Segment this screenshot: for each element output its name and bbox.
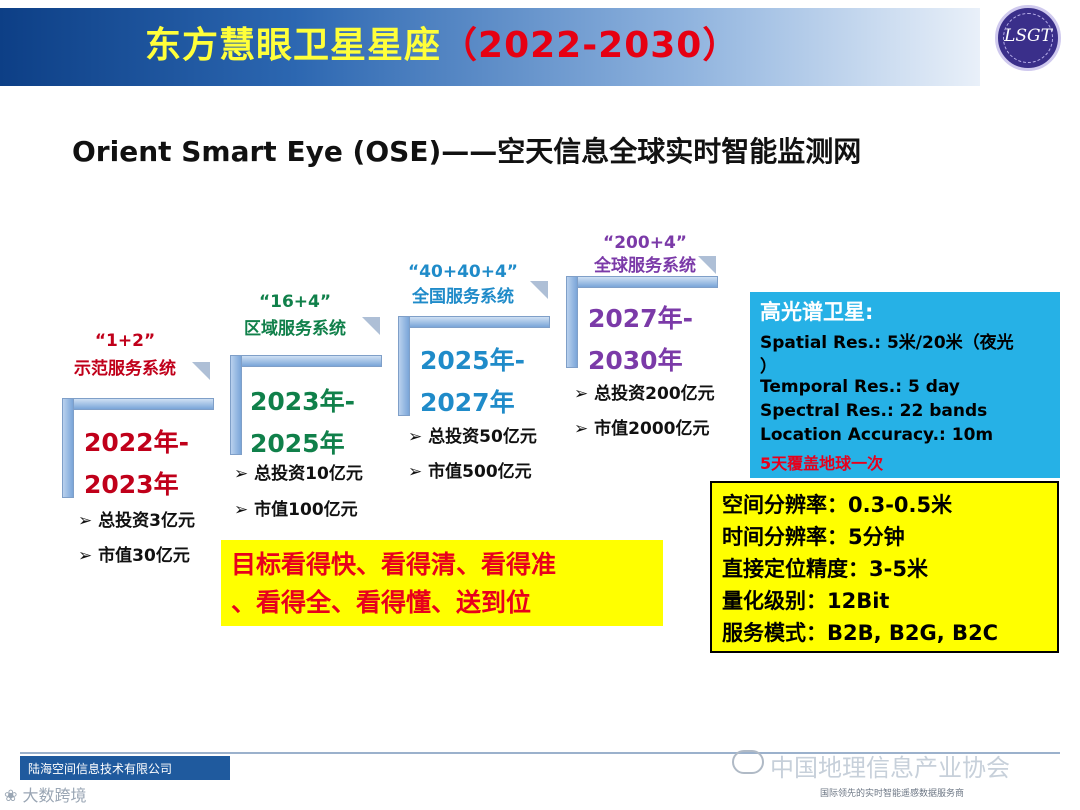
stage-1-config: “1+2” [94, 331, 156, 351]
watermark-right-text: 中国地理信息产业协会 [770, 754, 1010, 782]
stage-3-corner-arrow [530, 281, 548, 299]
goal-line-2: 、看得全、看得懂、送到位 [231, 588, 532, 617]
slide-title-years: （2022-2030） [441, 25, 740, 66]
stage-4-investment: ➢ 总投资200亿元 [574, 384, 715, 404]
stage-1-market-value-text: 市值30亿元 [98, 546, 190, 566]
header: 东方慧眼卫星星座（2022-2030） LSGT [0, 0, 1080, 95]
stage-4-corner-arrow [698, 256, 716, 274]
stage-2-corner-arrow [362, 317, 380, 335]
logo-ring [1003, 13, 1053, 63]
hyperspectral-spatial-tail: ） [760, 357, 777, 377]
stage-2-market-value-text: 市值100亿元 [254, 500, 358, 520]
hyperspectral-spectral: Spectral Res.: 22 bands [760, 401, 988, 421]
stage-2-step [230, 355, 382, 367]
stage-2-system: 区域服务系统 [244, 319, 346, 339]
hyperspectral-title: 高光谱卫星: [760, 300, 874, 324]
footer-slogan: 国际领先的实时智能遥感数据服务商 [820, 789, 965, 799]
stage-1-investment-text: 总投资3亿元 [98, 511, 196, 531]
stage-1-post [62, 398, 74, 498]
stage-3-post [398, 316, 410, 416]
spec-quantization: 量化级别：12Bit [722, 589, 890, 613]
stage-3-years-end: 2027年 [420, 388, 515, 417]
stage-3-investment-text: 总投资50亿元 [428, 427, 537, 447]
slide-title: 东方慧眼卫星星座（2022-2030） [145, 16, 739, 68]
hyperspectral-temporal: Temporal Res.: 5 day [760, 377, 960, 397]
stage-4-years-start: 2027年- [588, 304, 693, 333]
stage-2-post [230, 355, 242, 455]
spec-spatial: 空间分辨率：0.3-0.5米 [722, 493, 953, 517]
footer-company: 陆海空间信息技术有限公司 [28, 762, 173, 776]
logo-text: LSGT [1004, 26, 1052, 46]
stage-4-years-end: 2030年 [588, 346, 683, 375]
stage-4-investment-text: 总投资200亿元 [594, 384, 715, 404]
stage-1-step [62, 398, 214, 410]
stage-1-system: 示范服务系统 [74, 359, 176, 379]
stage-4-step [566, 276, 718, 288]
stage-4-system: 全球服务系统 [594, 256, 696, 276]
goal-box: 目标看得快、看得清、看得准 、看得全、看得懂、送到位 [221, 540, 663, 626]
stage-4-market-value-text: 市值2000亿元 [594, 419, 710, 439]
hyperspectral-box: 高光谱卫星: Spatial Res.: 5米/20米（夜光 ） Tempora… [750, 292, 1060, 478]
stage-2-years-end: 2025年 [250, 429, 345, 458]
stage-3-investment: ➢ 总投资50亿元 [408, 427, 537, 447]
stage-3-market-value-text: 市值500亿元 [428, 462, 532, 482]
hyperspectral-location: Location Accuracy.: 10m [760, 425, 994, 445]
spec-box: 空间分辨率：0.3-0.5米 时间分辨率：5分钟 直接定位精度：3-5米 量化级… [710, 481, 1059, 653]
hyperspectral-coverage: 5天覆盖地球一次 [760, 454, 884, 473]
slide-title-main: 东方慧眼卫星星座 [145, 25, 442, 66]
stage-1-years-start: 2022年- [84, 428, 189, 457]
stage-2-config: “16+4” [258, 292, 332, 312]
stage-1-corner-arrow [192, 362, 210, 380]
goal-line-1: 目标看得快、看得清、看得准 [231, 550, 557, 579]
wechat-icon [732, 750, 764, 774]
stage-3-config: “40+40+4” [408, 262, 518, 282]
stage-1-years-end: 2023年 [84, 470, 179, 499]
stage-2-market-value: ➢ 市值100亿元 [234, 500, 358, 520]
stage-4-market-value: ➢ 市值2000亿元 [574, 419, 710, 439]
footer-band [20, 756, 230, 780]
stage-3-system: 全国服务系统 [412, 287, 514, 307]
stage-1-market-value: ➢ 市值30亿元 [78, 546, 190, 566]
spec-positioning: 直接定位精度：3-5米 [722, 557, 928, 581]
spec-service: 服务模式：B2B, B2G, B2C [722, 621, 999, 645]
organization-logo: LSGT [995, 5, 1061, 71]
stage-3-market-value: ➢ 市值500亿元 [408, 462, 532, 482]
stage-2-investment-text: 总投资10亿元 [254, 464, 363, 484]
watermark-right: 中国地理信息产业协会 [728, 748, 1010, 783]
stage-4-post [566, 276, 578, 368]
stage-3-years-start: 2025年- [420, 346, 525, 375]
hyperspectral-spatial: Spatial Res.: 5米/20米（夜光 [760, 333, 1014, 353]
watermark-left: ❀ 大数跨境 [4, 786, 87, 805]
header-bar [0, 8, 980, 86]
footer-divider [20, 752, 1060, 754]
stage-2-investment: ➢ 总投资10亿元 [234, 464, 363, 484]
stage-4-config: “200+4” [603, 233, 687, 253]
slide-subtitle: Orient Smart Eye (OSE)——空天信息全球实时智能监测网 [72, 135, 862, 168]
stage-3-step [398, 316, 550, 328]
watermark-left-text: 大数跨境 [22, 786, 87, 805]
stage-2-years-start: 2023年- [250, 387, 355, 416]
goal-text: 目标看得快、看得清、看得准 、看得全、看得懂、送到位 [231, 546, 661, 622]
spec-temporal: 时间分辨率：5分钟 [722, 525, 905, 549]
stage-1-investment: ➢ 总投资3亿元 [78, 511, 196, 531]
